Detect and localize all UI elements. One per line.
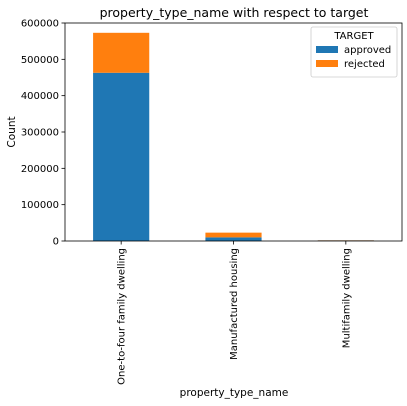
- x-tick-label: Multifamily dwelling: [341, 248, 352, 348]
- y-axis-label: Count: [6, 116, 18, 147]
- y-tick-label: 600000: [21, 19, 59, 30]
- x-tick-label: Manufactured housing: [229, 248, 240, 360]
- legend-swatch-rejected: [316, 60, 338, 67]
- legend-label-rejected: rejected: [344, 59, 385, 70]
- bar-approved-1: [93, 72, 150, 241]
- y-tick-label: 0: [53, 237, 59, 248]
- legend: TARGET approved rejected: [310, 26, 398, 78]
- y-tick-label: 300000: [21, 128, 59, 139]
- x-tick-label: One-to-four family dwelling: [117, 248, 128, 385]
- x-axis-label: property_type_name: [180, 387, 289, 399]
- legend-title: TARGET: [333, 31, 374, 42]
- legend-label-approved: approved: [344, 45, 391, 56]
- y-axis: 0 100000 200000 300000 400000 500000 600000: [21, 19, 65, 248]
- y-tick-label: 100000: [21, 200, 59, 211]
- bar-rejected-2: [205, 232, 262, 238]
- chart-title: property_type_name with respect to targe…: [100, 5, 369, 20]
- bar-approved-2: [205, 237, 262, 241]
- x-axis: One-to-four family dwelling Manufactured …: [117, 241, 352, 385]
- legend-swatch-approved: [316, 46, 338, 53]
- y-tick-label: 500000: [21, 55, 59, 66]
- y-tick-label: 400000: [21, 91, 59, 102]
- y-tick-label: 200000: [21, 164, 59, 175]
- bar-rejected-1: [93, 32, 150, 73]
- plot-area: [93, 32, 374, 241]
